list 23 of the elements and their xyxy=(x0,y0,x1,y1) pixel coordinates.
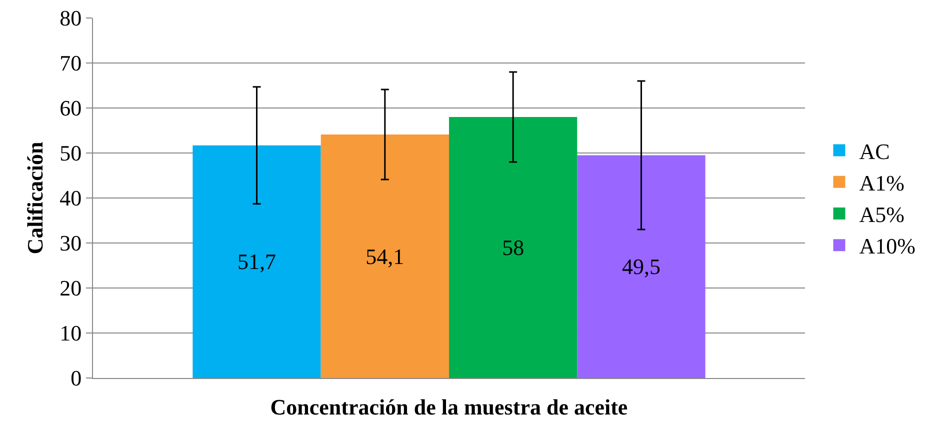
data-label: 51,7 xyxy=(238,249,276,274)
x-axis-title: Concentración de la muestra de aceite xyxy=(270,394,628,420)
y-tick-label: 20 xyxy=(60,276,82,301)
y-tick-label: 40 xyxy=(60,186,82,211)
y-axis-title: Calificación xyxy=(22,142,48,254)
y-tick-label: 60 xyxy=(60,96,82,121)
data-label: 58 xyxy=(502,235,524,260)
data-label: 54,1 xyxy=(366,244,404,269)
legend-label: A5% xyxy=(859,202,904,228)
bar xyxy=(577,155,706,378)
legend-label: A10% xyxy=(859,234,916,259)
bar xyxy=(449,117,578,378)
y-tick-label: 0 xyxy=(70,366,82,391)
data-label: 49,5 xyxy=(622,254,660,280)
bar xyxy=(192,145,321,378)
bar xyxy=(320,134,449,378)
legend-label: A1% xyxy=(859,170,904,196)
y-tick-label: 80 xyxy=(60,6,82,31)
y-tick-label: 70 xyxy=(60,50,82,76)
y-tick-label: 30 xyxy=(60,230,82,256)
legend-label: AC xyxy=(859,138,890,164)
y-tick-label: 50 xyxy=(60,140,82,166)
y-tick-label: 10 xyxy=(60,320,82,346)
